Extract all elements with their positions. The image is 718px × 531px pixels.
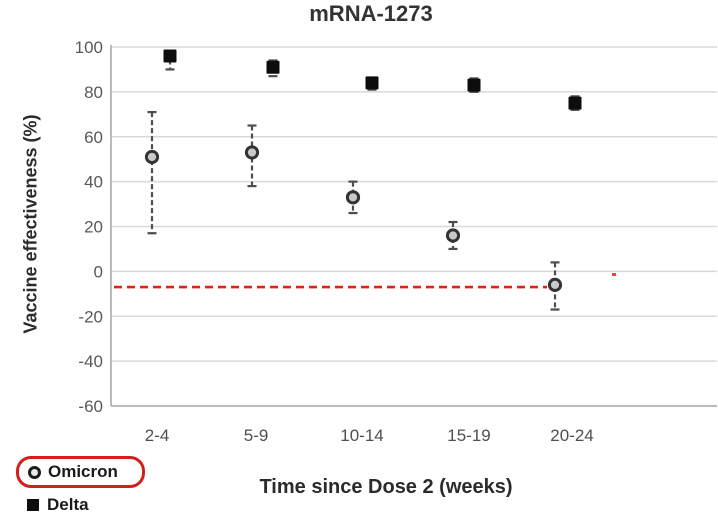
y-tick-label: -60 — [78, 397, 103, 416]
delta-point-2 — [365, 76, 379, 90]
omicron-legend-marker-icon — [28, 465, 41, 479]
legend-label-delta: Delta — [47, 495, 89, 514]
y-tick-label: -20 — [78, 307, 103, 326]
chart-title: mRNA-1273 — [309, 1, 433, 26]
x-tick-label: 20-24 — [550, 426, 593, 445]
y-tick-label: 0 — [94, 262, 103, 281]
omicron-point-4 — [547, 277, 563, 292]
x-tick-label: 15-19 — [447, 426, 490, 445]
y-tick-label: 40 — [84, 173, 103, 192]
delta-point-0 — [163, 49, 177, 63]
delta-point-4 — [568, 96, 582, 110]
x-axis-title: Time since Dose 2 (weeks) — [259, 476, 513, 498]
delta-legend-marker-icon — [27, 499, 39, 511]
omicron-point-2 — [345, 190, 361, 205]
x-tick-label: 10-14 — [340, 426, 383, 445]
legend-label-omicron: Omicron — [48, 462, 118, 481]
y-tick-label: 20 — [84, 218, 103, 237]
omicron-point-1 — [244, 145, 260, 160]
delta-point-1 — [266, 60, 280, 74]
y-tick-label: 80 — [84, 83, 103, 102]
omicron-point-0 — [144, 149, 160, 165]
legend-item-delta: Delta — [27, 495, 89, 515]
reference-line-artifact — [612, 273, 616, 276]
delta-point-3 — [467, 78, 481, 92]
y-tick-label: 60 — [84, 128, 103, 147]
y-tick-label: 100 — [75, 38, 103, 57]
y-tick-label: -40 — [78, 352, 103, 371]
omicron-highlight-oval: Omicron — [16, 456, 145, 488]
omicron-point-3 — [445, 228, 461, 243]
x-tick-label: 5-9 — [244, 426, 269, 445]
x-tick-label: 2-4 — [145, 426, 170, 445]
